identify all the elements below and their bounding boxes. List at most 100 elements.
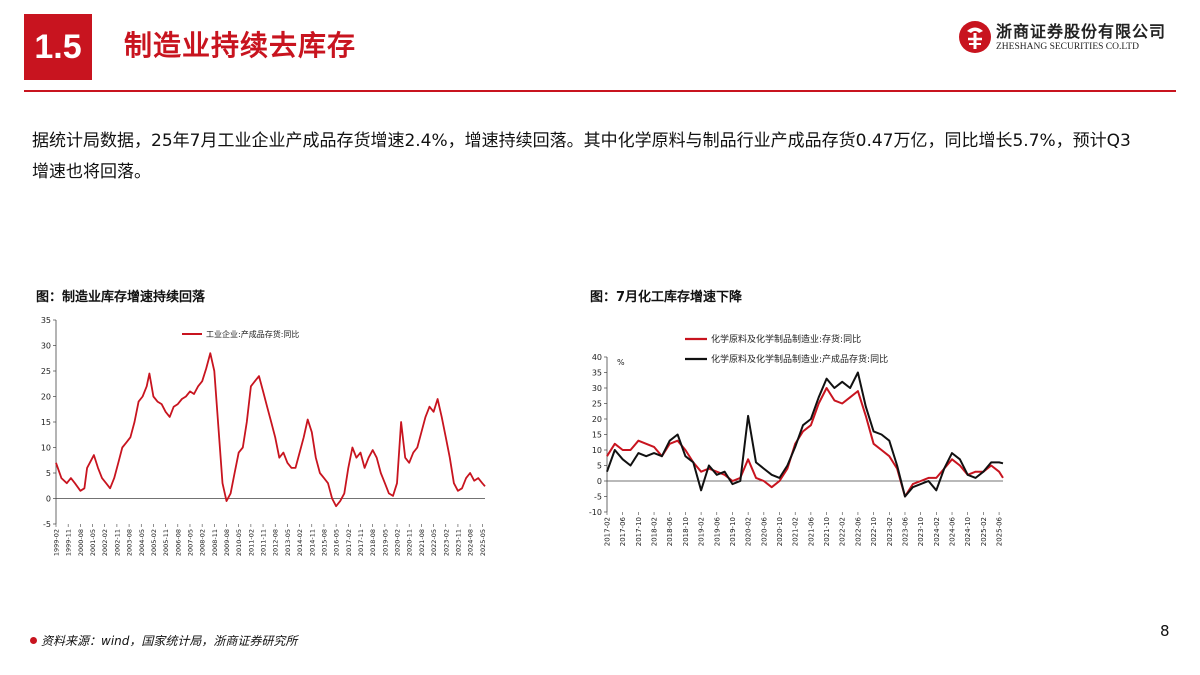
x-tick-label: 2025-02 [980, 517, 988, 546]
x-tick-label: 2024-08 [467, 529, 475, 556]
logo-company-english-name: ZHESHANG SECURITIES CO.LTD [996, 42, 1139, 52]
y-tick-label: 10 [41, 444, 51, 453]
y-tick-label: 20 [592, 415, 602, 424]
logo-company-name: 浙商证券股份有限公司 [996, 22, 1167, 41]
x-tick-label: 2023-02 [886, 517, 894, 546]
x-tick-label: 2009-08 [223, 529, 231, 556]
y-tick-label: -5 [43, 520, 51, 529]
x-tick-label: 2005-02 [150, 529, 158, 556]
page-number: 8 [1160, 622, 1170, 640]
x-tick-label: 2002-02 [101, 529, 109, 556]
x-tick-label: 1999-02 [53, 529, 61, 556]
x-tick-label: 2019-10 [729, 517, 737, 546]
manufacturing-inventory-chart: -5 0 5 10 15 20 25 30 35 1999-02 1999-11 2000-08 200… [41, 316, 487, 556]
x-tick-label: 2017-11 [357, 529, 365, 556]
x-tick-label: 2007-05 [186, 529, 194, 556]
y-tick-label: 10 [592, 446, 602, 455]
x-tick-label: 2020-10 [776, 517, 784, 546]
x-tick-label: 2018-02 [651, 517, 659, 546]
x-tick-label: 2014-11 [308, 529, 316, 556]
y-unit-label: % [617, 358, 625, 367]
x-tick-label: 2020-02 [745, 517, 753, 546]
x-tick-label: 2019-05 [381, 529, 389, 556]
y-tick-label: 5 [597, 462, 602, 471]
y-tick-label: 15 [41, 418, 51, 427]
x-tick-label: 2025-06 [996, 516, 1004, 546]
y-tick-label: 0 [46, 495, 51, 504]
x-tick-label: 2008-11 [211, 529, 219, 556]
y-tick-label: 30 [41, 342, 51, 351]
legend-label-2: 化学原料及化学制品制造业:产成品存货:同比 [711, 353, 888, 365]
chart1-title: 图：制造业库存增速持续回落 [36, 290, 206, 305]
y-tick-label: 15 [592, 431, 602, 440]
x-tick-label: 2019-02 [698, 517, 706, 546]
x-tick-label: 2021-08 [418, 529, 426, 556]
x-tick-label: 2001-05 [89, 529, 97, 556]
x-tick-label: 2021-02 [792, 517, 800, 546]
y-tick-label: 40 [592, 353, 602, 362]
page-title: 制造业持续去库存 [124, 29, 357, 62]
x-tick-label: 2022-02 [839, 517, 847, 546]
x-tick-label: 2021-06 [807, 516, 815, 546]
x-tick-label: 2008-02 [199, 529, 207, 556]
series-line-1 [606, 387, 1004, 498]
summary-text: 据统计局数据，25年7月工业企业产成品存货增速2.4%，增速持续回落。其中化学原… [32, 131, 1131, 182]
series-line-1 [55, 352, 486, 508]
x-tick-label: 2017-10 [635, 517, 643, 546]
y-tick-label: 5 [46, 469, 51, 478]
x-tick-label: 2024-02 [933, 517, 941, 546]
series-line-2 [606, 371, 1004, 498]
x-tick-label: 2011-11 [260, 529, 268, 556]
x-tick-label: 2019-06 [713, 516, 721, 546]
x-tick-label: 2024-06 [949, 516, 957, 546]
x-tick-label: 2016-05 [333, 529, 341, 556]
header-divider [24, 90, 1176, 92]
x-tick-label: 2003-08 [126, 529, 134, 556]
y-tick-label: -10 [589, 508, 602, 517]
company-logo: 浙商证券股份有限公司 ZHESHANG SECURITIES CO.LTD [958, 18, 1172, 62]
x-tick-label: 2017-06 [619, 516, 627, 546]
y-tick-label: 20 [41, 393, 51, 402]
y-tick-label: 25 [41, 367, 51, 376]
zheshang-logo-icon [959, 21, 991, 53]
x-tick-label: 2011-02 [247, 529, 255, 556]
chemical-inventory-chart: -10 -5 0 5 10 15 20 25 30 35 40% 2017-02 2017-06 2017… [589, 333, 1004, 546]
footer-source: 资料来源：wind，国家统计局，浙商证券研究所 [41, 634, 298, 648]
x-tick-label: 2020-06 [760, 516, 768, 546]
y-tick-label: 35 [592, 369, 602, 378]
legend-label-1: 化学原料及化学制品制造业:存货:同比 [711, 333, 861, 345]
x-tick-label: 2023-06 [901, 516, 909, 546]
x-tick-label: 2020-02 [394, 529, 402, 556]
x-tick-label: 2022-10 [870, 517, 878, 546]
y-tick-label: 25 [592, 400, 602, 409]
y-tick-label: -5 [594, 493, 602, 502]
x-tick-label: 2015-08 [320, 529, 328, 556]
x-tick-label: 2025-05 [479, 529, 487, 556]
y-tick-label: 0 [597, 477, 602, 486]
x-tick-label: 2023-02 [442, 529, 450, 556]
x-tick-label: 2018-06 [666, 516, 674, 546]
x-tick-label: 2017-02 [345, 529, 353, 556]
x-tick-label: 2018-08 [369, 529, 377, 556]
x-tick-label: 2017-02 [604, 517, 612, 546]
x-tick-label: 2005-11 [162, 529, 170, 556]
x-tick-label: 2014-02 [296, 529, 304, 556]
x-tick-label: 2022-05 [430, 529, 438, 556]
x-tick-label: 2013-05 [284, 529, 292, 556]
section-number-block [24, 14, 92, 80]
x-tick-label: 2010-05 [235, 529, 243, 556]
x-tick-label: 2023-11 [454, 529, 462, 556]
legend-label-1: 工业企业:产成品存货:同比 [206, 329, 299, 339]
x-tick-label: 1999-11 [65, 529, 73, 556]
section-number: 1.5 [34, 27, 82, 66]
x-tick-label: 2004-05 [138, 529, 146, 556]
x-tick-label: 2012-08 [272, 529, 280, 556]
footer-bullet-icon [30, 637, 37, 644]
x-tick-label: 2023-10 [917, 517, 925, 546]
x-tick-label: 2002-11 [113, 529, 121, 556]
x-tick-label: 2018-10 [682, 517, 690, 546]
chart2-title: 图：7月化工库存增速下降 [590, 290, 743, 305]
y-tick-label: 35 [41, 316, 51, 325]
x-tick-label: 2021-10 [823, 517, 831, 546]
x-tick-label: 2024-10 [964, 517, 972, 546]
